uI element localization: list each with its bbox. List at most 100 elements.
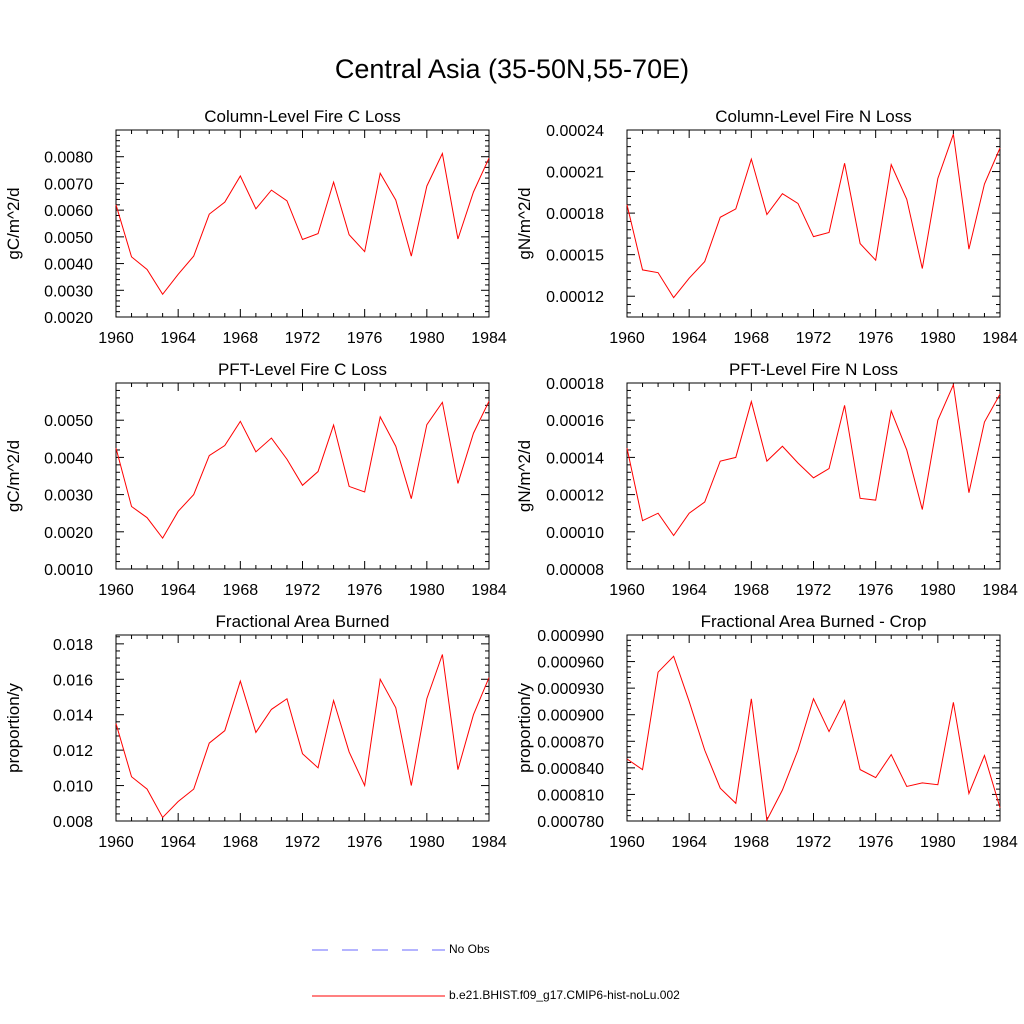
- x-tick-label: 1984: [982, 330, 1018, 347]
- y-tick-label: 0.000990: [537, 628, 604, 645]
- panel-2: 1960 1964 1968 1972 1976 1980 1984 0.00012 0.000…: [515, 107, 1018, 347]
- y-tick-label: 0.0040: [44, 257, 93, 274]
- y-tick-label: 0.00018: [546, 376, 604, 393]
- x-tick-label: 1984: [982, 834, 1018, 851]
- y-tick-label: 0.00010: [546, 525, 604, 542]
- y-tick-label: 0.000810: [537, 787, 604, 804]
- y-tick-label: 0.000870: [537, 734, 604, 751]
- x-tick-label: 1976: [347, 330, 383, 347]
- y-axis-label: gN/m^2/d: [515, 187, 534, 259]
- x-tick-label: 1960: [98, 330, 134, 347]
- plot-frame: [626, 634, 1001, 822]
- x-tick-label: 1980: [409, 582, 445, 599]
- y-tick-label: 0.00016: [546, 413, 604, 430]
- x-tick-label: 1984: [471, 582, 507, 599]
- series-line: [115, 654, 490, 819]
- y-tick-label: 0.000780: [537, 814, 604, 831]
- y-tick-label: 0.000900: [537, 708, 604, 725]
- x-tick-label: 1964: [160, 582, 196, 599]
- x-tick-label: 1984: [982, 582, 1018, 599]
- x-tick-label: 1980: [920, 834, 956, 851]
- y-axis-label: proportion/y: [4, 683, 23, 773]
- x-tick-label: 1972: [796, 834, 832, 851]
- y-tick-label: 0.016: [53, 672, 93, 689]
- x-tick-label: 1976: [347, 834, 383, 851]
- panel-5: 1960 1964 1968 1972 1976 1980 1984 0.008 0.010 0.…: [4, 612, 507, 851]
- plot-frame: [626, 382, 1001, 570]
- panel-1: 1960 1964 1968 1972 1976 1980 1984 0.0020 0.0030…: [4, 107, 507, 347]
- y-tick-label: 0.0020: [44, 525, 93, 542]
- panel-title: Column-Level Fire N Loss: [715, 107, 912, 126]
- series-line: [626, 133, 1001, 299]
- y-tick-label: 0.00024: [546, 123, 604, 140]
- panel-title: PFT-Level Fire C Loss: [218, 360, 387, 379]
- y-tick-label: 0.00018: [546, 206, 604, 223]
- panel-title: PFT-Level Fire N Loss: [729, 360, 898, 379]
- panel-3: 1960 1964 1968 1972 1976 1980 1984 0.0010 0.0020…: [4, 360, 507, 599]
- y-tick-label: 0.012: [53, 743, 93, 760]
- plot-frame: [626, 129, 1001, 318]
- x-tick-label: 1960: [609, 834, 645, 851]
- x-tick-label: 1960: [609, 582, 645, 599]
- x-tick-label: 1976: [858, 582, 894, 599]
- y-axis-label: proportion/y: [515, 683, 534, 773]
- series-line: [115, 401, 490, 540]
- y-tick-label: 0.0080: [44, 150, 93, 167]
- y-tick-label: 0.00008: [546, 562, 604, 579]
- x-tick-label: 1972: [796, 330, 832, 347]
- x-tick-label: 1980: [409, 834, 445, 851]
- x-tick-label: 1972: [285, 330, 321, 347]
- y-tick-label: 0.000960: [537, 655, 604, 672]
- x-tick-label: 1968: [734, 834, 770, 851]
- x-tick-label: 1964: [160, 330, 196, 347]
- x-tick-label: 1964: [671, 582, 707, 599]
- panel-4: 1960 1964 1968 1972 1976 1980 1984 0.00008 0.000…: [515, 360, 1018, 599]
- x-tick-label: 1968: [223, 582, 259, 599]
- y-axis-label: gC/m^2/d: [4, 440, 23, 512]
- panel-title: Column-Level Fire C Loss: [204, 107, 401, 126]
- x-tick-label: 1972: [796, 582, 832, 599]
- x-tick-label: 1964: [671, 834, 707, 851]
- x-tick-label: 1960: [98, 834, 134, 851]
- x-tick-label: 1960: [98, 582, 134, 599]
- x-tick-label: 1968: [734, 582, 770, 599]
- y-tick-label: 0.00012: [546, 488, 604, 505]
- series-line: [626, 655, 1001, 822]
- panel-6: 1960 1964 1968 1972 1976 1980 1984 0.000780 0.00…: [515, 612, 1018, 851]
- y-tick-label: 0.0050: [44, 413, 93, 430]
- plot-frame: [115, 382, 490, 570]
- y-tick-label: 0.018: [53, 637, 93, 654]
- x-tick-label: 1980: [409, 330, 445, 347]
- y-tick-label: 0.0050: [44, 230, 93, 247]
- y-tick-label: 0.008: [53, 814, 93, 831]
- x-tick-label: 1968: [223, 834, 259, 851]
- panel-title: Fractional Area Burned: [216, 612, 390, 631]
- y-tick-label: 0.014: [53, 708, 93, 725]
- y-tick-label: 0.0010: [44, 562, 93, 579]
- y-tick-label: 0.0070: [44, 176, 93, 193]
- y-tick-label: 0.00012: [546, 289, 604, 306]
- legend-label-model: b.e21.BHIST.f09_g17.CMIP6-hist-noLu.002: [449, 988, 680, 1002]
- y-tick-label: 0.000840: [537, 761, 604, 778]
- x-tick-label: 1980: [920, 330, 956, 347]
- x-tick-label: 1972: [285, 834, 321, 851]
- x-tick-label: 1976: [858, 834, 894, 851]
- panel-title: Fractional Area Burned - Crop: [701, 612, 927, 631]
- x-tick-label: 1972: [285, 582, 321, 599]
- x-tick-label: 1968: [223, 330, 259, 347]
- y-tick-label: 0.00021: [546, 165, 604, 182]
- y-tick-label: 0.0040: [44, 450, 93, 467]
- y-tick-label: 0.000930: [537, 681, 604, 698]
- series-line: [115, 151, 490, 296]
- series-line: [626, 383, 1001, 537]
- legend-label-no-obs: No Obs: [449, 942, 490, 956]
- x-tick-label: 1976: [347, 582, 383, 599]
- y-tick-label: 0.0030: [44, 283, 93, 300]
- x-tick-label: 1964: [671, 330, 707, 347]
- x-tick-label: 1968: [734, 330, 770, 347]
- x-tick-label: 1984: [471, 834, 507, 851]
- main-title: Central Asia (35-50N,55-70E): [334, 54, 690, 84]
- legend: [312, 949, 445, 997]
- plot-frame: [115, 634, 490, 822]
